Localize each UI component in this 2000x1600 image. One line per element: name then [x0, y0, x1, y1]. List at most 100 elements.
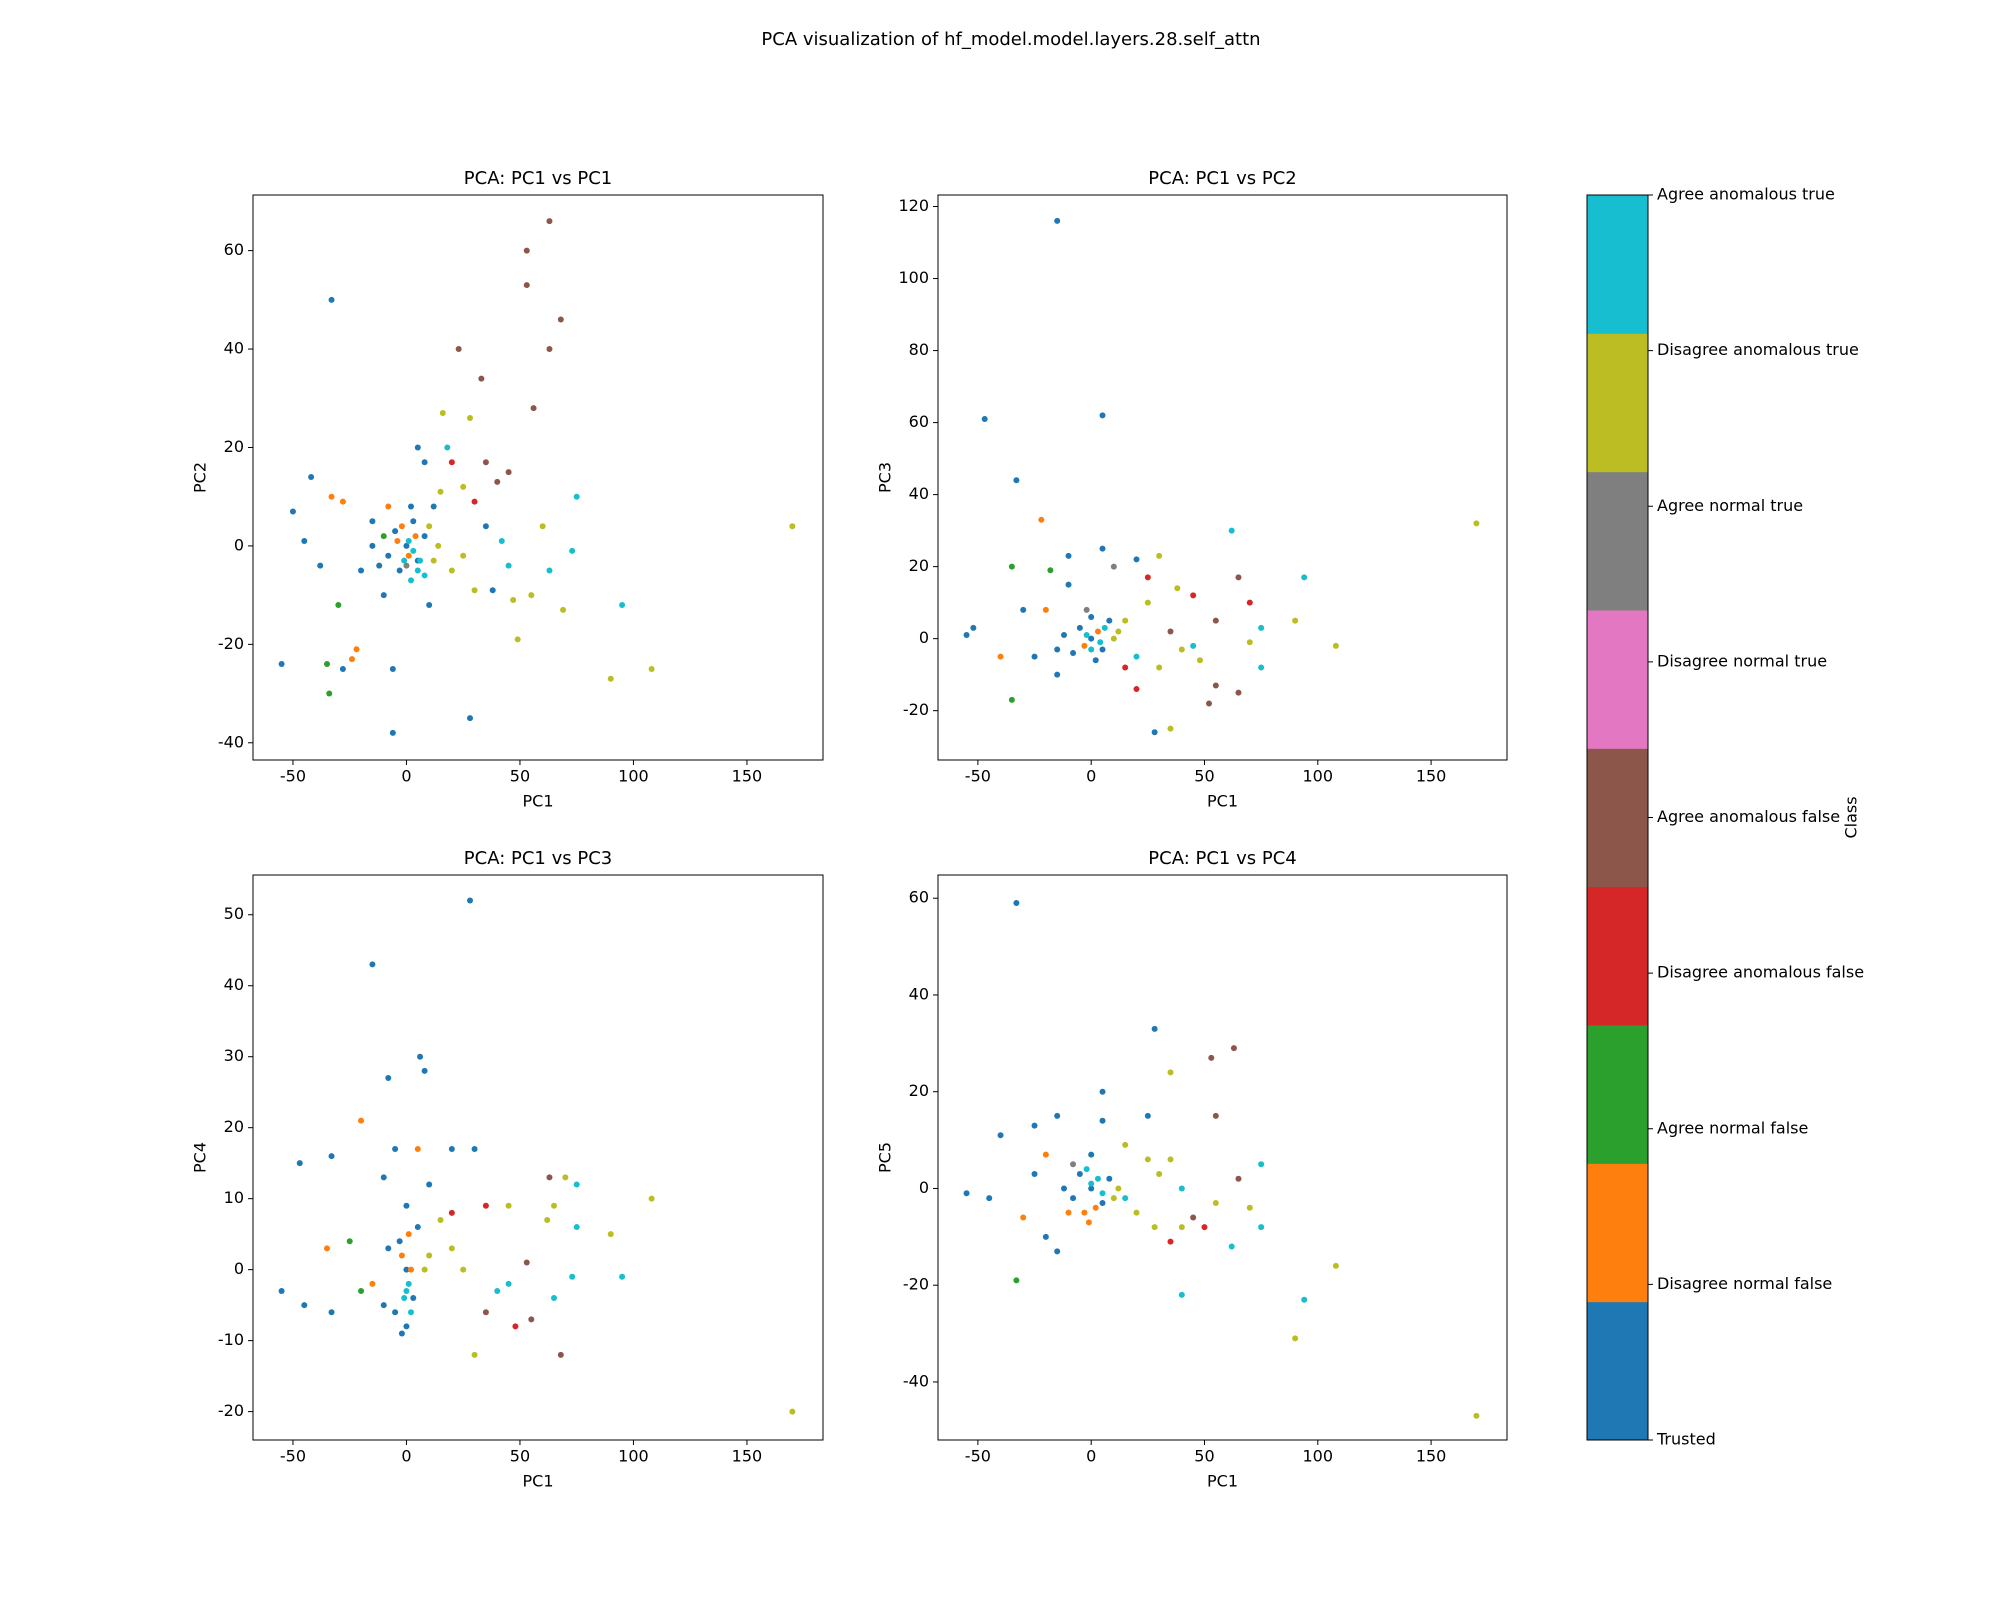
- x-tick-label: 150: [1416, 767, 1447, 786]
- y-tick-label: 40: [909, 484, 929, 503]
- point: [1008, 696, 1015, 703]
- point: [471, 587, 478, 594]
- point: [289, 508, 296, 515]
- point: [430, 557, 437, 564]
- point: [1115, 1185, 1122, 1192]
- y-tick-label: 80: [909, 340, 929, 359]
- point: [1070, 1195, 1077, 1202]
- point: [1054, 1112, 1061, 1119]
- point: [1065, 581, 1072, 588]
- point: [562, 1174, 569, 1181]
- point: [339, 665, 346, 672]
- colorbar-segment: [1587, 195, 1648, 334]
- point: [963, 1190, 970, 1197]
- point: [448, 567, 455, 574]
- point: [346, 1238, 353, 1245]
- point: [407, 577, 414, 584]
- x-tick-label: 150: [732, 767, 763, 786]
- point: [407, 1266, 414, 1273]
- point: [546, 218, 553, 225]
- point: [1144, 574, 1151, 581]
- point: [963, 632, 970, 639]
- colorbar-tick-label: Agree normal false: [1657, 1118, 1808, 1137]
- y-tick-label: -20: [903, 1275, 929, 1294]
- point: [1156, 664, 1163, 671]
- point: [1031, 1170, 1038, 1177]
- point: [1144, 1156, 1151, 1163]
- point: [1230, 1045, 1237, 1052]
- point: [328, 296, 335, 303]
- points: [278, 218, 796, 736]
- point: [1473, 1412, 1480, 1419]
- point: [405, 552, 412, 559]
- point: [392, 528, 399, 535]
- point: [308, 474, 315, 481]
- point: [514, 636, 521, 643]
- point: [1167, 1156, 1174, 1163]
- point: [467, 715, 474, 722]
- point: [1190, 642, 1197, 649]
- point: [385, 1075, 392, 1082]
- point: [1292, 1335, 1299, 1342]
- point: [398, 1330, 405, 1337]
- plot-frame: [252, 194, 824, 761]
- point: [460, 483, 467, 490]
- point: [1094, 628, 1101, 635]
- point: [1054, 217, 1061, 224]
- point: [396, 1238, 403, 1245]
- colorbar-segment: [1587, 886, 1648, 1026]
- point: [1133, 653, 1140, 660]
- point: [1301, 1296, 1308, 1303]
- point: [789, 1408, 796, 1415]
- point: [328, 1153, 335, 1160]
- point: [1115, 628, 1122, 635]
- point: [482, 523, 489, 530]
- point: [1258, 624, 1265, 631]
- point: [498, 537, 505, 544]
- point: [421, 1266, 428, 1273]
- y-tick-label: 60: [909, 412, 929, 431]
- point: [414, 1224, 421, 1231]
- x-tick-label: 50: [1194, 1447, 1214, 1466]
- point: [369, 542, 376, 549]
- colorbar-segment: [1587, 748, 1648, 888]
- x-tick-label: 0: [401, 767, 411, 786]
- point: [1060, 632, 1067, 639]
- y-tick-label: 40: [909, 984, 929, 1003]
- subplot: PCA: PC1 vs PC4 PC1 PC5 -50 0 50 100 150 -40 -20 0…: [876, 848, 1508, 1491]
- colorbar-segment: [1587, 471, 1648, 611]
- point: [380, 1302, 387, 1309]
- colorbar-segment: [1587, 610, 1648, 749]
- x-tick-label: 50: [1194, 767, 1214, 786]
- point: [328, 493, 335, 500]
- colorbar-tick-label: Agree anomalous false: [1657, 807, 1840, 826]
- subplot-title: PCA: PC1 vs PC1: [464, 168, 612, 189]
- point: [1065, 1209, 1072, 1216]
- points: [963, 900, 1480, 1419]
- point: [1099, 1088, 1106, 1095]
- point: [1081, 642, 1088, 649]
- point: [1156, 552, 1163, 559]
- point: [1235, 1175, 1242, 1182]
- point: [467, 897, 474, 904]
- point: [986, 1195, 993, 1202]
- point: [1076, 1170, 1083, 1177]
- point: [398, 1252, 405, 1259]
- point: [426, 1181, 433, 1188]
- point: [1258, 664, 1265, 671]
- point: [1031, 1122, 1038, 1129]
- point: [1228, 527, 1235, 534]
- point: [1099, 1117, 1106, 1124]
- point: [1167, 1238, 1174, 1245]
- subplot: PCA: PC1 vs PC3 PC1 PC4 -50 0 50 100 150 -20 -10 0…: [191, 848, 824, 1491]
- y-tick-label: 20: [909, 556, 929, 575]
- point: [392, 1309, 399, 1316]
- point: [403, 562, 410, 569]
- x-tick-label: -50: [965, 1447, 991, 1466]
- point: [478, 375, 485, 382]
- point: [1122, 1141, 1129, 1148]
- point: [369, 518, 376, 525]
- point: [1151, 1224, 1158, 1231]
- point: [1020, 606, 1027, 613]
- point: [1151, 1025, 1158, 1032]
